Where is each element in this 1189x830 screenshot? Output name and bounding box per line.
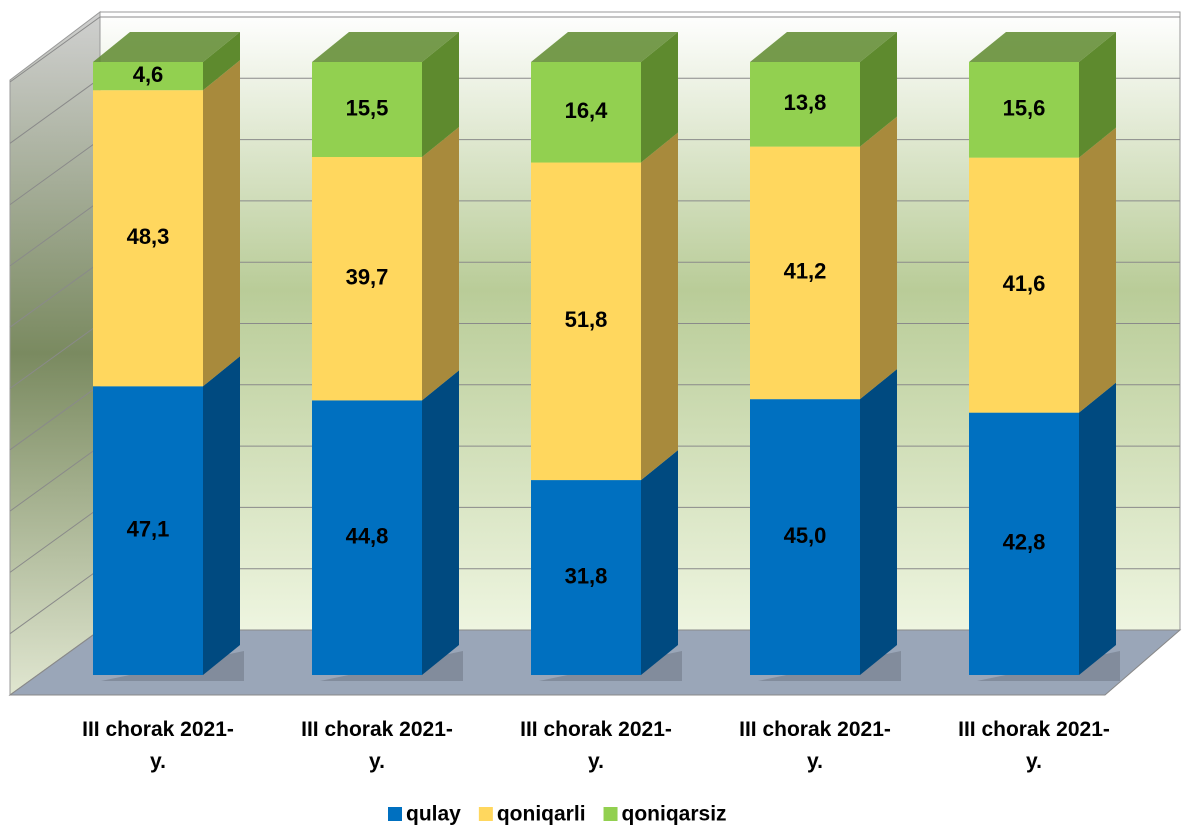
bar [93,90,203,387]
data-label: 15,6 [1003,96,1046,121]
bar [312,400,422,675]
data-label: 13,8 [784,90,827,115]
x-tick-label: III chorak 2021-y. [520,718,672,773]
bar-side [1079,127,1116,413]
data-label: 45,0 [784,523,827,548]
bar-top [312,32,459,62]
bar-side [1079,32,1116,158]
data-label: 44,8 [346,524,389,549]
bar [93,386,203,675]
side-wall [9,10,101,696]
bar-top [531,32,678,62]
bar-side [203,32,240,91]
bar [750,399,860,675]
bar [531,480,641,675]
data-label: 15,5 [346,95,389,120]
bar-side [860,369,897,675]
bar-side [203,356,240,675]
data-label: 41,2 [784,259,827,284]
bar [531,162,641,481]
legend-label: qoniqarli [497,803,586,826]
data-label: 4,6 [133,62,164,87]
bar [969,412,1079,675]
bar-side [422,370,459,675]
data-label: 47,1 [127,516,170,541]
data-label: 41,6 [1003,271,1046,296]
data-label: 42,8 [1003,530,1046,555]
legend-swatch [388,807,402,821]
bar [93,62,203,91]
bar-top [93,32,240,62]
bar-side [641,32,678,163]
bar [531,62,641,163]
bar [312,62,422,158]
bar-side [203,60,240,387]
bar-side [641,450,678,675]
bar-side [860,116,897,400]
bar-side [422,32,459,158]
bar [969,62,1079,158]
legend-swatch [478,807,493,821]
bar-side [1079,382,1116,675]
bar [750,62,860,147]
data-label: 31,8 [565,563,608,588]
bar [312,157,422,401]
data-label: 51,8 [565,307,608,332]
legend-label: qulay [406,803,461,826]
bar-top [969,32,1116,62]
bar-side [860,32,897,147]
legend-label: qoniqarsiz [622,803,727,826]
data-label: 48,3 [127,224,170,249]
x-tick-label: III chorak 2021-y. [739,718,891,773]
x-tick-label: III chorak 2021-y. [301,718,453,773]
bar [969,157,1079,413]
data-label: 16,4 [565,98,609,123]
data-label: 39,7 [346,265,389,290]
bar-side [422,127,459,401]
bar-top [750,32,897,62]
x-tick-label: III chorak 2021-y. [958,718,1110,773]
bar [750,146,860,400]
x-tick-label: III chorak 2021-y. [82,718,234,773]
grid-line [9,16,1180,83]
legend-swatch [603,807,618,821]
bar-side [641,132,678,481]
